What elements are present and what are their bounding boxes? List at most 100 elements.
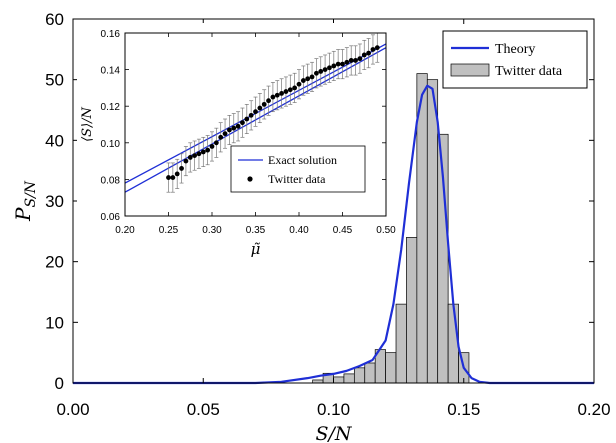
data-point: [361, 52, 367, 58]
x-tick-label: 0.15: [447, 400, 480, 419]
y-tick-label: 50: [45, 71, 64, 90]
histogram-bar: [353, 367, 366, 384]
legend-twitter-label: Twitter data: [268, 172, 326, 186]
y-tick-label: 10: [45, 313, 64, 332]
y-tick-label: 40: [45, 131, 64, 150]
data-point: [309, 74, 315, 80]
data-point: [209, 144, 215, 149]
legend-hist-swatch: [450, 63, 490, 77]
data-point: [287, 87, 293, 93]
data-point: [370, 47, 376, 52]
inset-x-tick-label: 0.25: [159, 225, 179, 236]
data-point: [353, 58, 358, 63]
data-point: [335, 61, 341, 67]
inset-y-axis-label: ⟨S⟩/N: [80, 106, 95, 141]
data-point: [179, 166, 184, 171]
data-point: [205, 147, 211, 153]
data-point: [292, 85, 298, 91]
y-axis-label: PS/N: [11, 180, 39, 222]
data-point: [374, 45, 380, 51]
inset-y-tick-label: 0.10: [101, 139, 121, 150]
data-point: [318, 69, 324, 74]
data-point: [274, 92, 280, 98]
data-point: [266, 98, 271, 104]
data-point: [344, 59, 350, 65]
histogram-bar: [395, 303, 407, 384]
data-point: [240, 120, 245, 126]
histogram-bar: [343, 373, 355, 384]
y-tick-label: 0: [55, 374, 64, 393]
legend-exact-label: Exact solution: [268, 153, 337, 167]
data-point: [227, 127, 232, 133]
y-tick-label: 60: [45, 10, 64, 29]
data-point: [261, 101, 267, 107]
data-point: [166, 175, 171, 180]
inset-x-axis-label: μ̃: [251, 240, 261, 258]
data-point: [305, 76, 311, 82]
inset-x-tick-label: 0.50: [376, 225, 396, 236]
data-point: [218, 134, 224, 140]
inset-y-tick-label: 0.06: [101, 212, 121, 223]
x-tick-label: 0.05: [187, 400, 220, 419]
data-point: [357, 56, 363, 62]
inset-y-tick-label: 0.16: [101, 29, 121, 40]
x-tick-label: 0.10: [317, 400, 350, 419]
data-point: [253, 109, 258, 115]
legend-hist-label: Twitter data: [495, 64, 563, 79]
data-point: [248, 112, 254, 118]
histogram-bar: [426, 79, 439, 384]
y-tick-label: 20: [45, 253, 64, 272]
x-axis-label: S/N: [315, 423, 352, 443]
x-tick-label: 0.20: [577, 400, 610, 419]
histogram-bar: [333, 376, 345, 384]
y-tick-label: 30: [45, 192, 64, 211]
data-point: [200, 149, 206, 155]
histogram-bar: [406, 237, 418, 384]
inset-y-tick-label: 0.12: [101, 102, 121, 113]
data-point: [196, 151, 202, 157]
data-point: [187, 155, 193, 160]
data-point: [213, 140, 219, 146]
main-plot: 0.00 0.05 0.10 0.15 0.20 0 10 20 30 40 50 60 S/N PS/N…: [11, 10, 611, 443]
data-point: [244, 116, 250, 122]
data-point: [170, 175, 176, 180]
data-point: [314, 70, 319, 76]
histogram-bar: [364, 362, 376, 384]
histogram-bar: [385, 352, 397, 384]
data-point: [283, 89, 289, 94]
data-point: [257, 105, 263, 111]
theory-line: [73, 84, 594, 385]
data-point: [366, 50, 371, 56]
data-point: [300, 78, 306, 83]
inset-y-tick-label: 0.08: [101, 175, 121, 186]
data-point: [231, 125, 237, 131]
data-point: [322, 67, 328, 72]
inset-x-tick-label: 0.40: [289, 225, 309, 236]
data-point: [296, 81, 302, 87]
data-point: [327, 65, 332, 71]
data-point: [235, 123, 241, 129]
main-legend: [442, 30, 588, 89]
inset-y-tick-label: 0.14: [101, 66, 121, 77]
data-point: [340, 61, 345, 67]
data-point: [192, 153, 198, 159]
inset-x-tick-label: 0.30: [202, 225, 222, 236]
inset-x-tick-label: 0.45: [333, 225, 353, 236]
data-point: [183, 158, 189, 164]
data-point: [270, 94, 276, 100]
data-point: [174, 171, 180, 177]
histogram-bar: [416, 73, 428, 384]
inset-plot: 0.20 0.25 0.30 0.35 0.40 0.45 0.50 0.06 0.08 0.10…: [77, 23, 398, 258]
legend-theory-label: Theory: [495, 42, 535, 57]
x-tick-label: 0.00: [56, 400, 89, 419]
inset-legend: [230, 145, 366, 193]
inset-x-tick-label: 0.35: [246, 225, 266, 236]
histogram-bar: [447, 303, 459, 384]
data-point: [222, 131, 228, 137]
inset-x-tick-label: 0.20: [115, 225, 135, 236]
data-point: [279, 90, 284, 96]
data-point: [331, 63, 337, 69]
legend-twitter-dot: [247, 176, 253, 182]
data-point: [348, 58, 354, 63]
